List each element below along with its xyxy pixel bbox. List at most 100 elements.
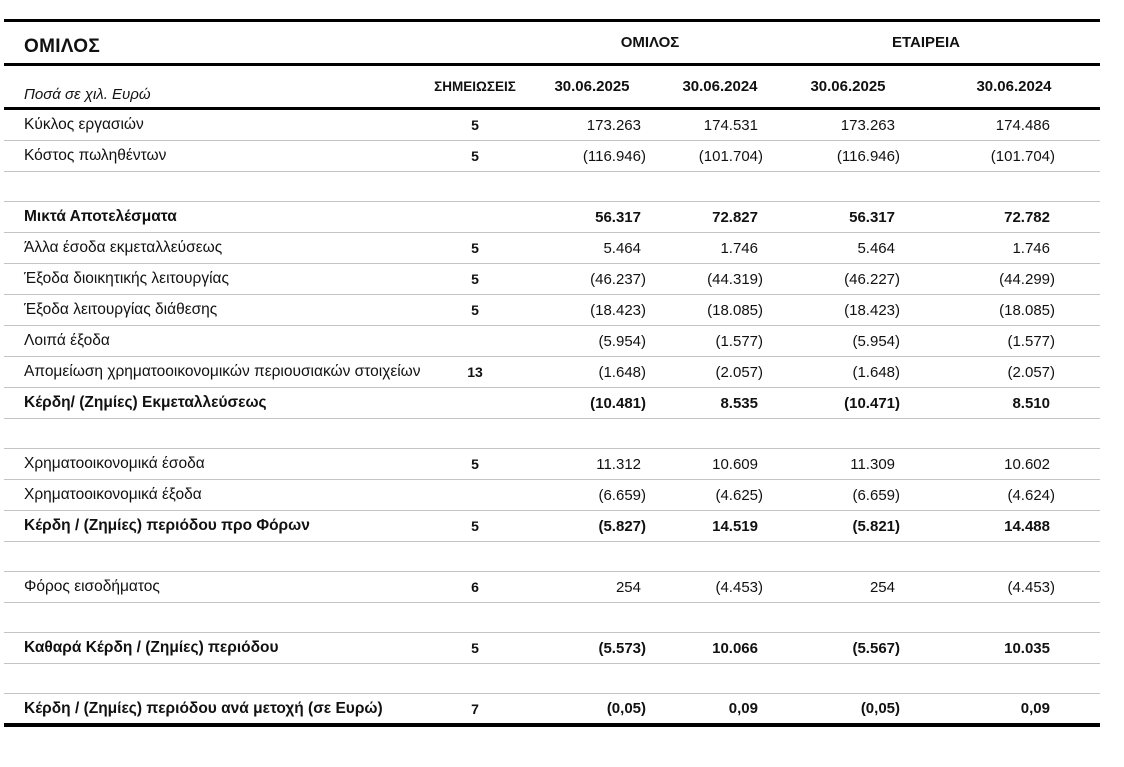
table-row: Λοιπά έξοδα (5.954) (1.577) (5.954) (1.577): [4, 326, 1100, 357]
page-title: ΟΜΙΛΟΣ: [24, 36, 101, 57]
value-text: 0,09: [1020, 700, 1050, 717]
row-label: Κέρδη / (Ζημίες) περιόδου ανά μετοχή (σε…: [24, 699, 383, 717]
value-cell: 8.535): [650, 395, 780, 412]
value-text: 5.464: [857, 239, 895, 257]
value-cell: 10.609): [650, 456, 780, 473]
column-header-band: Ποσά σε χιλ. Ευρώ ΣΗΜΕΙΩΣΕΙΣ 30.06.2025 …: [4, 66, 1100, 110]
row-label: Κέρδη / (Ζημίες) περιόδου προ Φόρων: [24, 517, 310, 534]
value-text: 56.317: [849, 208, 895, 226]
value-cell: (10.481): [520, 395, 650, 412]
table-body: Κύκλος εργασιών 5 173.263)174.531)173.263)…: [4, 110, 1100, 727]
row-label: Απομείωση χρηματοοικονομικών περιουσιακώ…: [24, 363, 421, 380]
value-text: 5.464: [603, 239, 641, 257]
value-text: (46.227): [844, 270, 900, 288]
row-label: Έξοδα λειτουργίας διάθεσης: [24, 301, 218, 318]
value-cell: (44.319): [650, 271, 780, 288]
value-text: (2.057): [715, 363, 763, 381]
value-cell: 1.746): [650, 240, 780, 257]
column-group-header-group: ΟΜΙΛΟΣ: [620, 34, 680, 51]
value-cell: (18.423): [780, 302, 910, 319]
value-text: 254: [869, 578, 895, 596]
value-text: 0,09: [728, 700, 758, 717]
value-text: 10.066: [712, 639, 758, 657]
value-cell: 5.464): [780, 240, 910, 257]
row-label: Χρηματοοικονομικά έξοδα: [24, 486, 202, 503]
value-text: 14.519: [712, 517, 758, 535]
value-cell: (18.423): [520, 302, 650, 319]
value-text: (1.648): [598, 363, 646, 381]
row-label: Καθαρά Κέρδη / (Ζημίες) περιόδου: [24, 639, 279, 656]
value-cell: 173.263): [780, 117, 910, 134]
value-text: (5.567): [852, 639, 900, 657]
table-row: Άλλα έσοδα εκμεταλλεύσεως55.464)1.746)5.…: [4, 233, 1100, 264]
title-band: ΟΜΙΛΟΣ ΟΜΙΛΟΣ ΕΤΑΙΡΕΙΑ: [4, 22, 1100, 66]
spacer-row: [4, 664, 1100, 694]
value-cell: 0,09): [910, 700, 1100, 717]
value-cell: (6.659): [520, 487, 650, 504]
value-text: 14.488: [1004, 517, 1050, 535]
column-group-header-company: ΕΤΑΙΡΕΙΑ: [891, 34, 961, 51]
value-text: 173.263: [840, 116, 895, 134]
value-text: (18.085): [707, 301, 763, 319]
date-column-header: 30.06.2025: [810, 78, 886, 95]
value-cell: 72.827): [650, 209, 780, 226]
table-row: Κέρδη / (Ζημίες) περιόδου προ Φόρων 5 (5.8…: [4, 511, 1100, 542]
value-cell: (116.946): [780, 148, 910, 165]
value-cell: (101.704): [650, 148, 780, 165]
spacer-row: [4, 419, 1100, 449]
notes-column-header: ΣΗΜΕΙΩΣΕΙΣ: [434, 79, 516, 94]
value-cell: (10.471): [780, 395, 910, 412]
value-cell: (116.946): [520, 148, 650, 165]
note-cell: 5: [471, 456, 479, 472]
value-text: (101.704): [990, 147, 1055, 165]
table-row: Καθαρά Κέρδη / (Ζημίες) περιόδου 5 (5.573)…: [4, 633, 1100, 664]
value-text: (44.299): [999, 270, 1055, 288]
value-text: (1.577): [715, 332, 763, 350]
value-text: (5.821): [852, 517, 900, 535]
value-cell: (46.227): [780, 271, 910, 288]
value-text: 1.746: [720, 239, 758, 257]
row-label: Φόρος εισοδήματος: [24, 578, 160, 595]
value-cell: 254): [780, 579, 910, 596]
value-cell: (5.827): [520, 518, 650, 535]
table-row: Έξοδα διοικητικής λειτουργίας 5 (46.237) (4…: [4, 264, 1100, 295]
value-text: (4.625): [715, 486, 763, 504]
note-cell: 5: [471, 148, 479, 164]
table-row: Κέρδη / (Ζημίες) περιόδου ανά μετοχή (σε…: [4, 694, 1100, 727]
value-cell: 5.464): [520, 240, 650, 257]
value-cell: (1.648): [780, 364, 910, 381]
value-cell: (2.057): [650, 364, 780, 381]
row-label: Κέρδη/ (Ζημίες) Εκμεταλλεύσεως: [24, 394, 267, 411]
amounts-unit-note: Ποσά σε χιλ. Ευρώ: [24, 86, 151, 103]
note-cell: 5: [471, 518, 479, 534]
table-row: Έξοδα λειτουργίας διάθεσης 5 (18.423) (18.0…: [4, 295, 1100, 326]
value-text: (18.085): [999, 301, 1055, 319]
value-cell: (4.624): [910, 487, 1100, 504]
value-text: 10.609: [712, 455, 758, 473]
row-label: Κόστος πωληθέντων: [24, 147, 167, 164]
value-cell: (4.453): [650, 579, 780, 596]
value-cell: 254): [520, 579, 650, 596]
spacer-row: [4, 172, 1100, 202]
value-text: 174.531: [703, 116, 758, 134]
value-cell: 10.066): [650, 640, 780, 657]
value-cell: 174.531): [650, 117, 780, 134]
note-cell: 5: [471, 302, 479, 318]
value-cell: (46.237): [520, 271, 650, 288]
value-text: (0,05): [860, 700, 900, 717]
value-cell: (1.577): [650, 333, 780, 350]
table-row: Χρηματοοικονομικά έσοδα511.312)10.609)11…: [4, 449, 1100, 480]
table-row: Κέρδη/ (Ζημίες) Εκμεταλλεύσεως (10.481) 8.…: [4, 388, 1100, 419]
table-row: Κύκλος εργασιών 5 173.263)174.531)173.263)…: [4, 110, 1100, 141]
value-cell: 0,09): [650, 700, 780, 717]
row-label: Κύκλος εργασιών: [24, 116, 144, 133]
income-statement-table: ΟΜΙΛΟΣ ΟΜΙΛΟΣ ΕΤΑΙΡΕΙΑ Ποσά σε χιλ. Ευρώ…: [4, 19, 1100, 727]
value-cell: (18.085): [650, 302, 780, 319]
value-text: (18.423): [590, 301, 646, 319]
value-text: (116.946): [582, 147, 646, 165]
value-cell: (1.648): [520, 364, 650, 381]
note-cell: 5: [471, 240, 479, 256]
value-text: (5.573): [598, 639, 646, 657]
note-cell: 7: [471, 700, 479, 717]
value-cell: (5.954): [520, 333, 650, 350]
